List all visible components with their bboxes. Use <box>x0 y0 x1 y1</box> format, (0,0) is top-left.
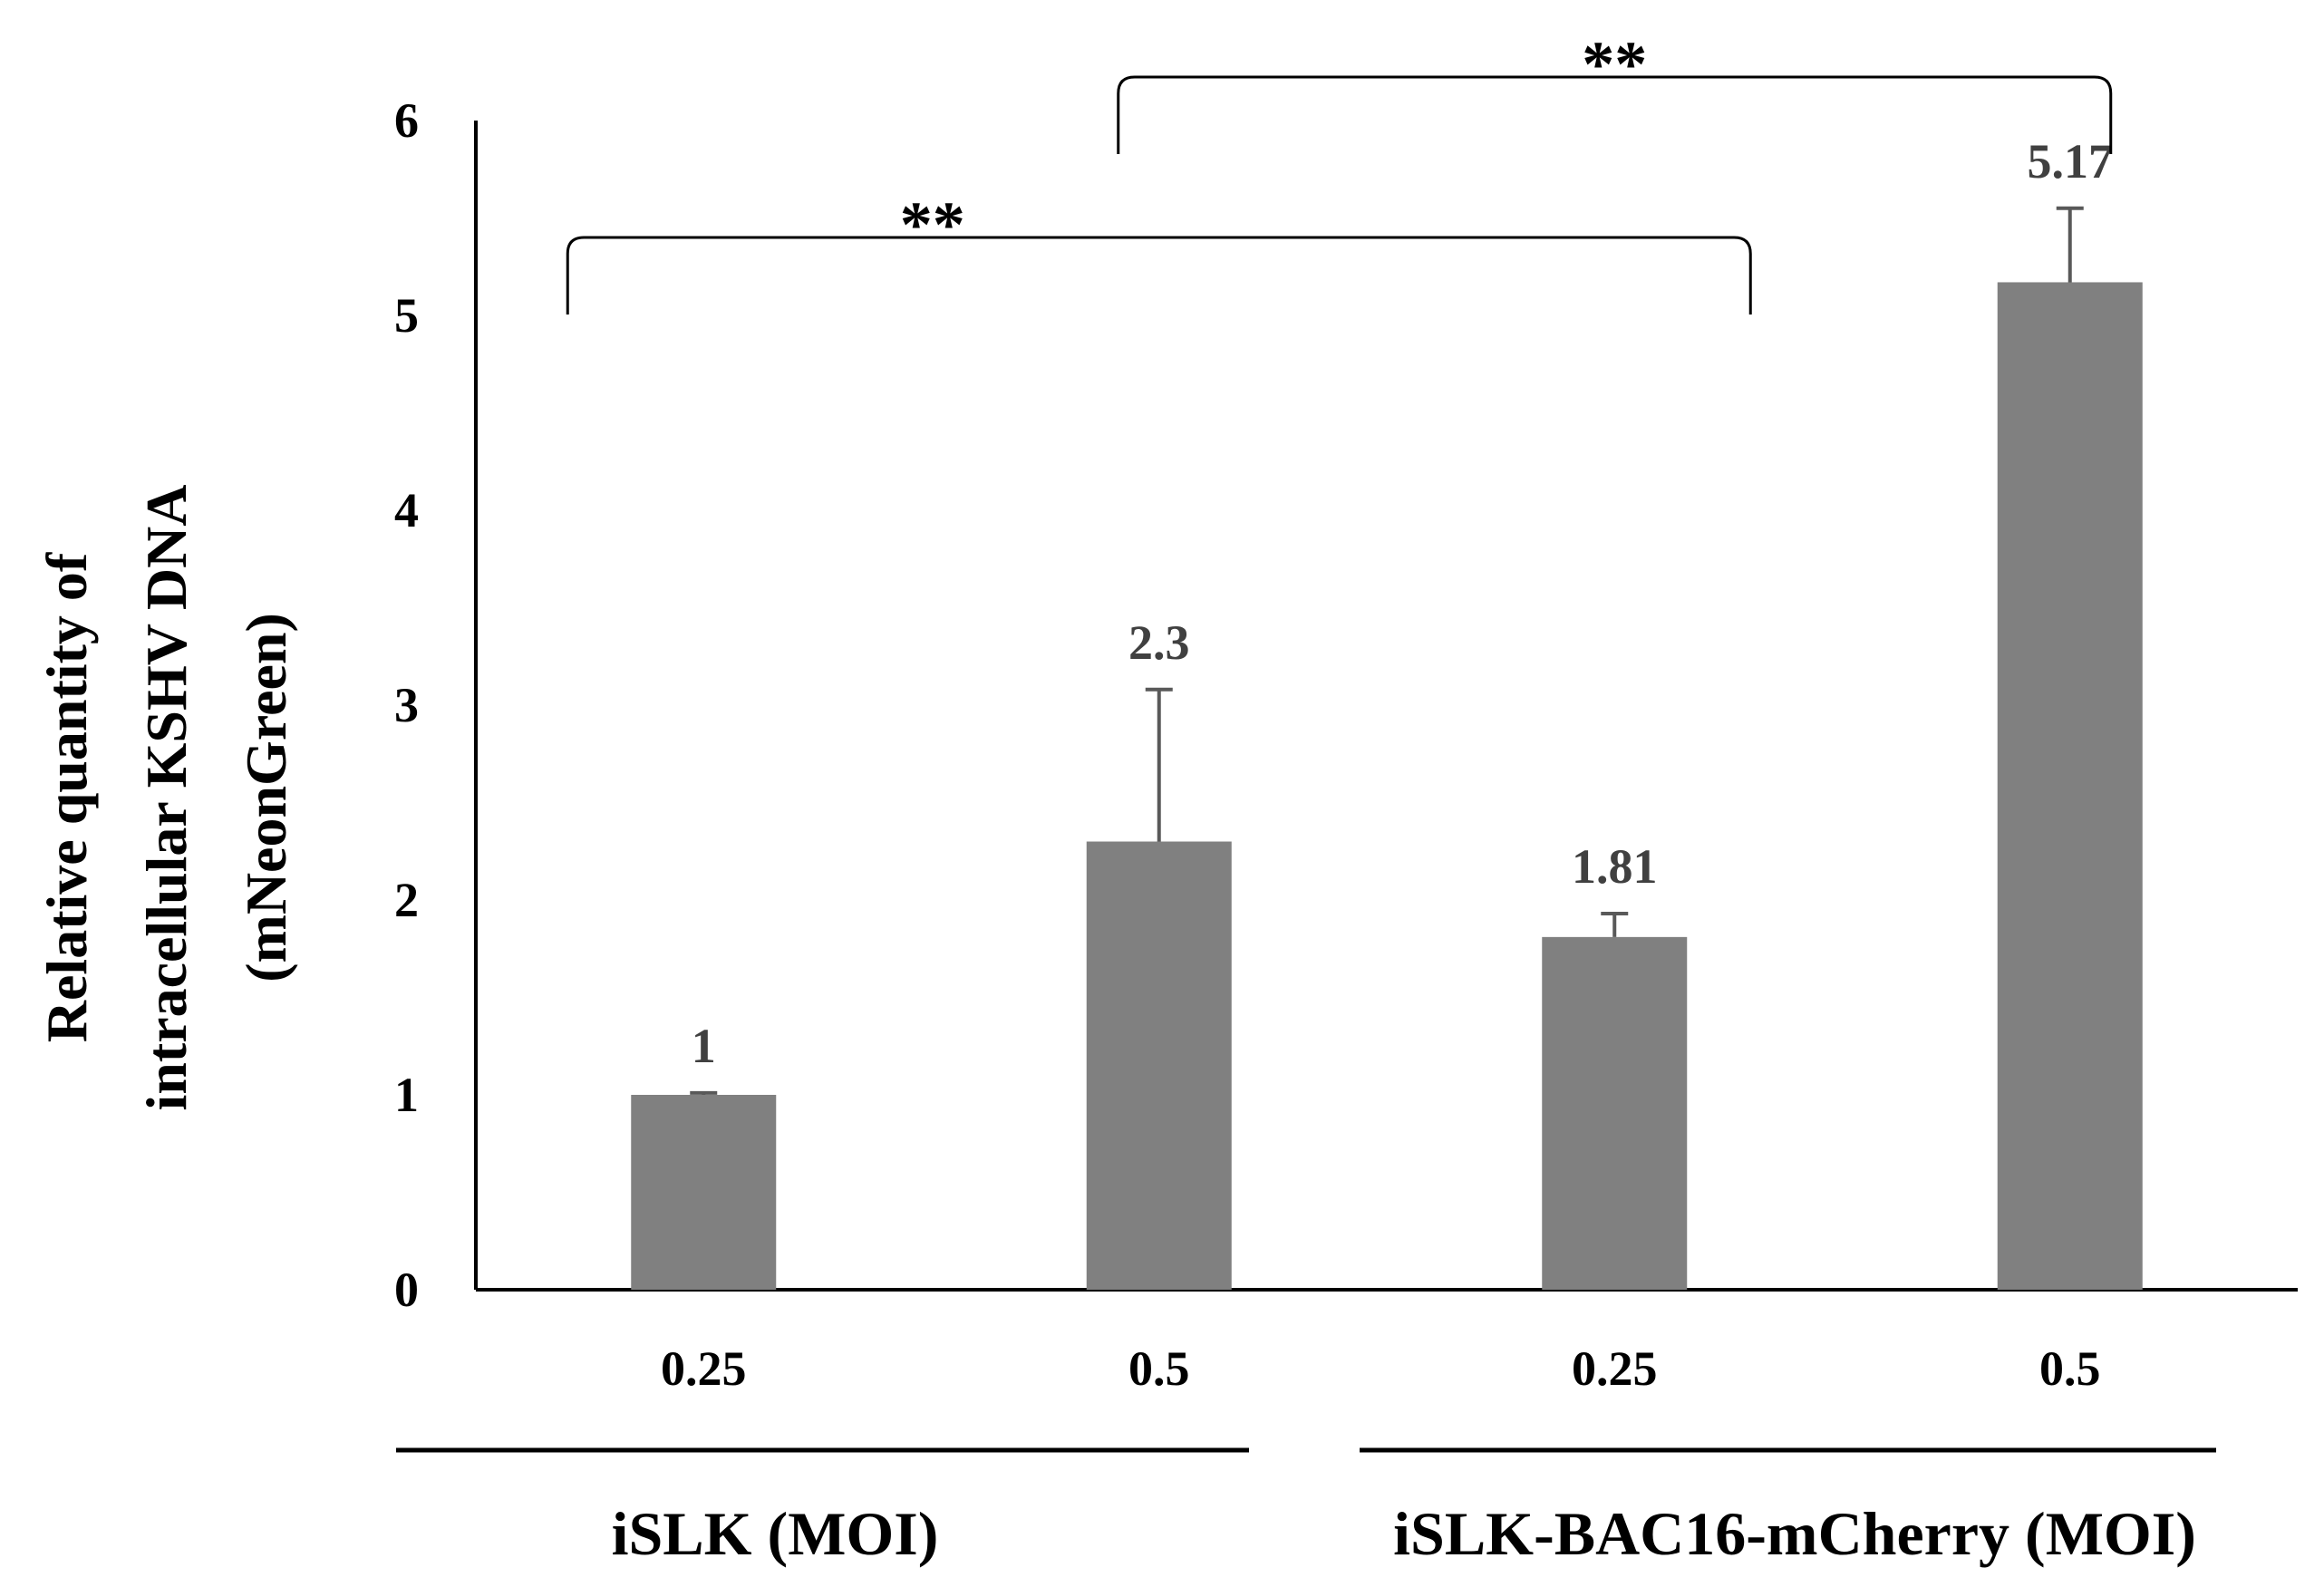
data-label: 5.17 <box>2028 134 2114 189</box>
y-tick-label: 2 <box>394 873 419 927</box>
significance-label: ** <box>900 189 965 261</box>
bar <box>1997 282 2143 1291</box>
bar <box>1542 936 1688 1290</box>
x-axis: 0.25 0.5 0.25 0.5 <box>476 1288 2298 1396</box>
significance-brackets: ** ** <box>566 28 2113 314</box>
data-label: 1.81 <box>1572 839 1658 894</box>
significance-bracket <box>1117 75 2113 154</box>
error-bars <box>690 206 2084 1095</box>
group-labels: iSLK (MOI) iSLK-BAC16-mCherry (MOI) <box>396 1447 2216 1568</box>
bar <box>1086 841 1232 1290</box>
bar <box>631 1095 777 1290</box>
bars <box>631 282 2143 1291</box>
data-label: 2.3 <box>1128 615 1190 670</box>
y-tick-label: 3 <box>394 678 419 732</box>
y-tick-label: 6 <box>394 93 419 148</box>
y-axis-title-line: Relative quantity of <box>34 552 99 1042</box>
data-label: 1 <box>692 1019 716 1073</box>
group-label: iSLK-BAC16-mCherry (MOI) <box>1393 1499 2196 1568</box>
y-axis: 0 1 2 3 4 5 6 <box>394 93 478 1317</box>
y-axis-title: Relative quantity of intracellular KSHV D… <box>34 485 298 1111</box>
y-tick-label: 4 <box>394 483 419 537</box>
data-labels: 1 2.3 1.81 5.17 <box>692 134 2113 1073</box>
y-tick-label: 0 <box>394 1263 419 1317</box>
x-tick-label: 0.25 <box>1572 1341 1658 1396</box>
x-tick-label: 0.5 <box>2039 1341 2101 1396</box>
significance-label: ** <box>1582 28 1647 101</box>
x-tick-label: 0.5 <box>1128 1341 1190 1396</box>
y-tick-label: 5 <box>394 288 419 343</box>
y-axis-title-line: (mNeonGreen) <box>234 613 298 982</box>
group-label: iSLK (MOI) <box>612 1499 939 1568</box>
x-tick-label: 0.25 <box>661 1341 747 1396</box>
significance-bracket <box>566 236 1752 314</box>
y-axis-title-line: intracellular KSHV DNA <box>134 485 199 1111</box>
y-tick-label: 1 <box>394 1068 419 1122</box>
